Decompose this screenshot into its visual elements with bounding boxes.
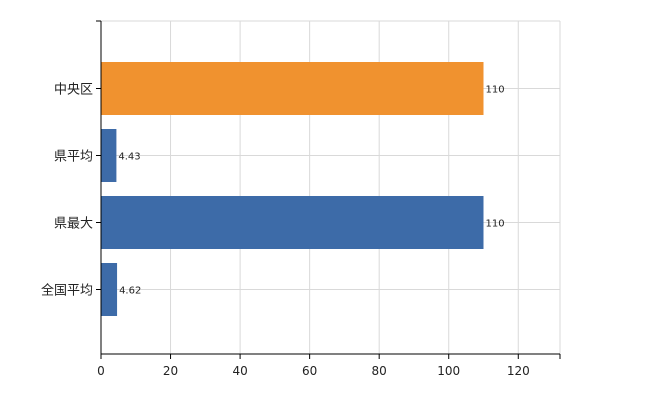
- x-tick-label: 40: [232, 364, 247, 378]
- bars: [101, 62, 484, 316]
- x-tick-label: 0: [97, 364, 105, 378]
- category-label: 県平均: [54, 150, 93, 165]
- category-label: 県最大: [54, 217, 93, 232]
- bar-1: [101, 62, 484, 115]
- x-tick-label: 20: [163, 364, 178, 378]
- bar-4: [101, 263, 118, 316]
- category-label: 全国平均: [41, 283, 93, 299]
- category-label: 中央区: [54, 83, 93, 98]
- data-label: 110: [486, 219, 505, 230]
- data-label: 4.62: [119, 286, 141, 297]
- axes: [96, 20, 561, 359]
- labels: 中央区 110 県平均 4.43 県最大 110 全国平均 4.62 0 20 40 60 80 100 1…: [41, 83, 530, 379]
- x-tick-label: 120: [507, 364, 530, 378]
- x-tick-label: 60: [302, 364, 317, 378]
- bar-2: [101, 129, 117, 182]
- x-tick-label: 100: [437, 364, 460, 378]
- bar-3: [101, 196, 484, 249]
- data-label: 110: [486, 85, 505, 96]
- x-tick-label: 80: [372, 364, 387, 378]
- data-label: 4.43: [118, 152, 140, 163]
